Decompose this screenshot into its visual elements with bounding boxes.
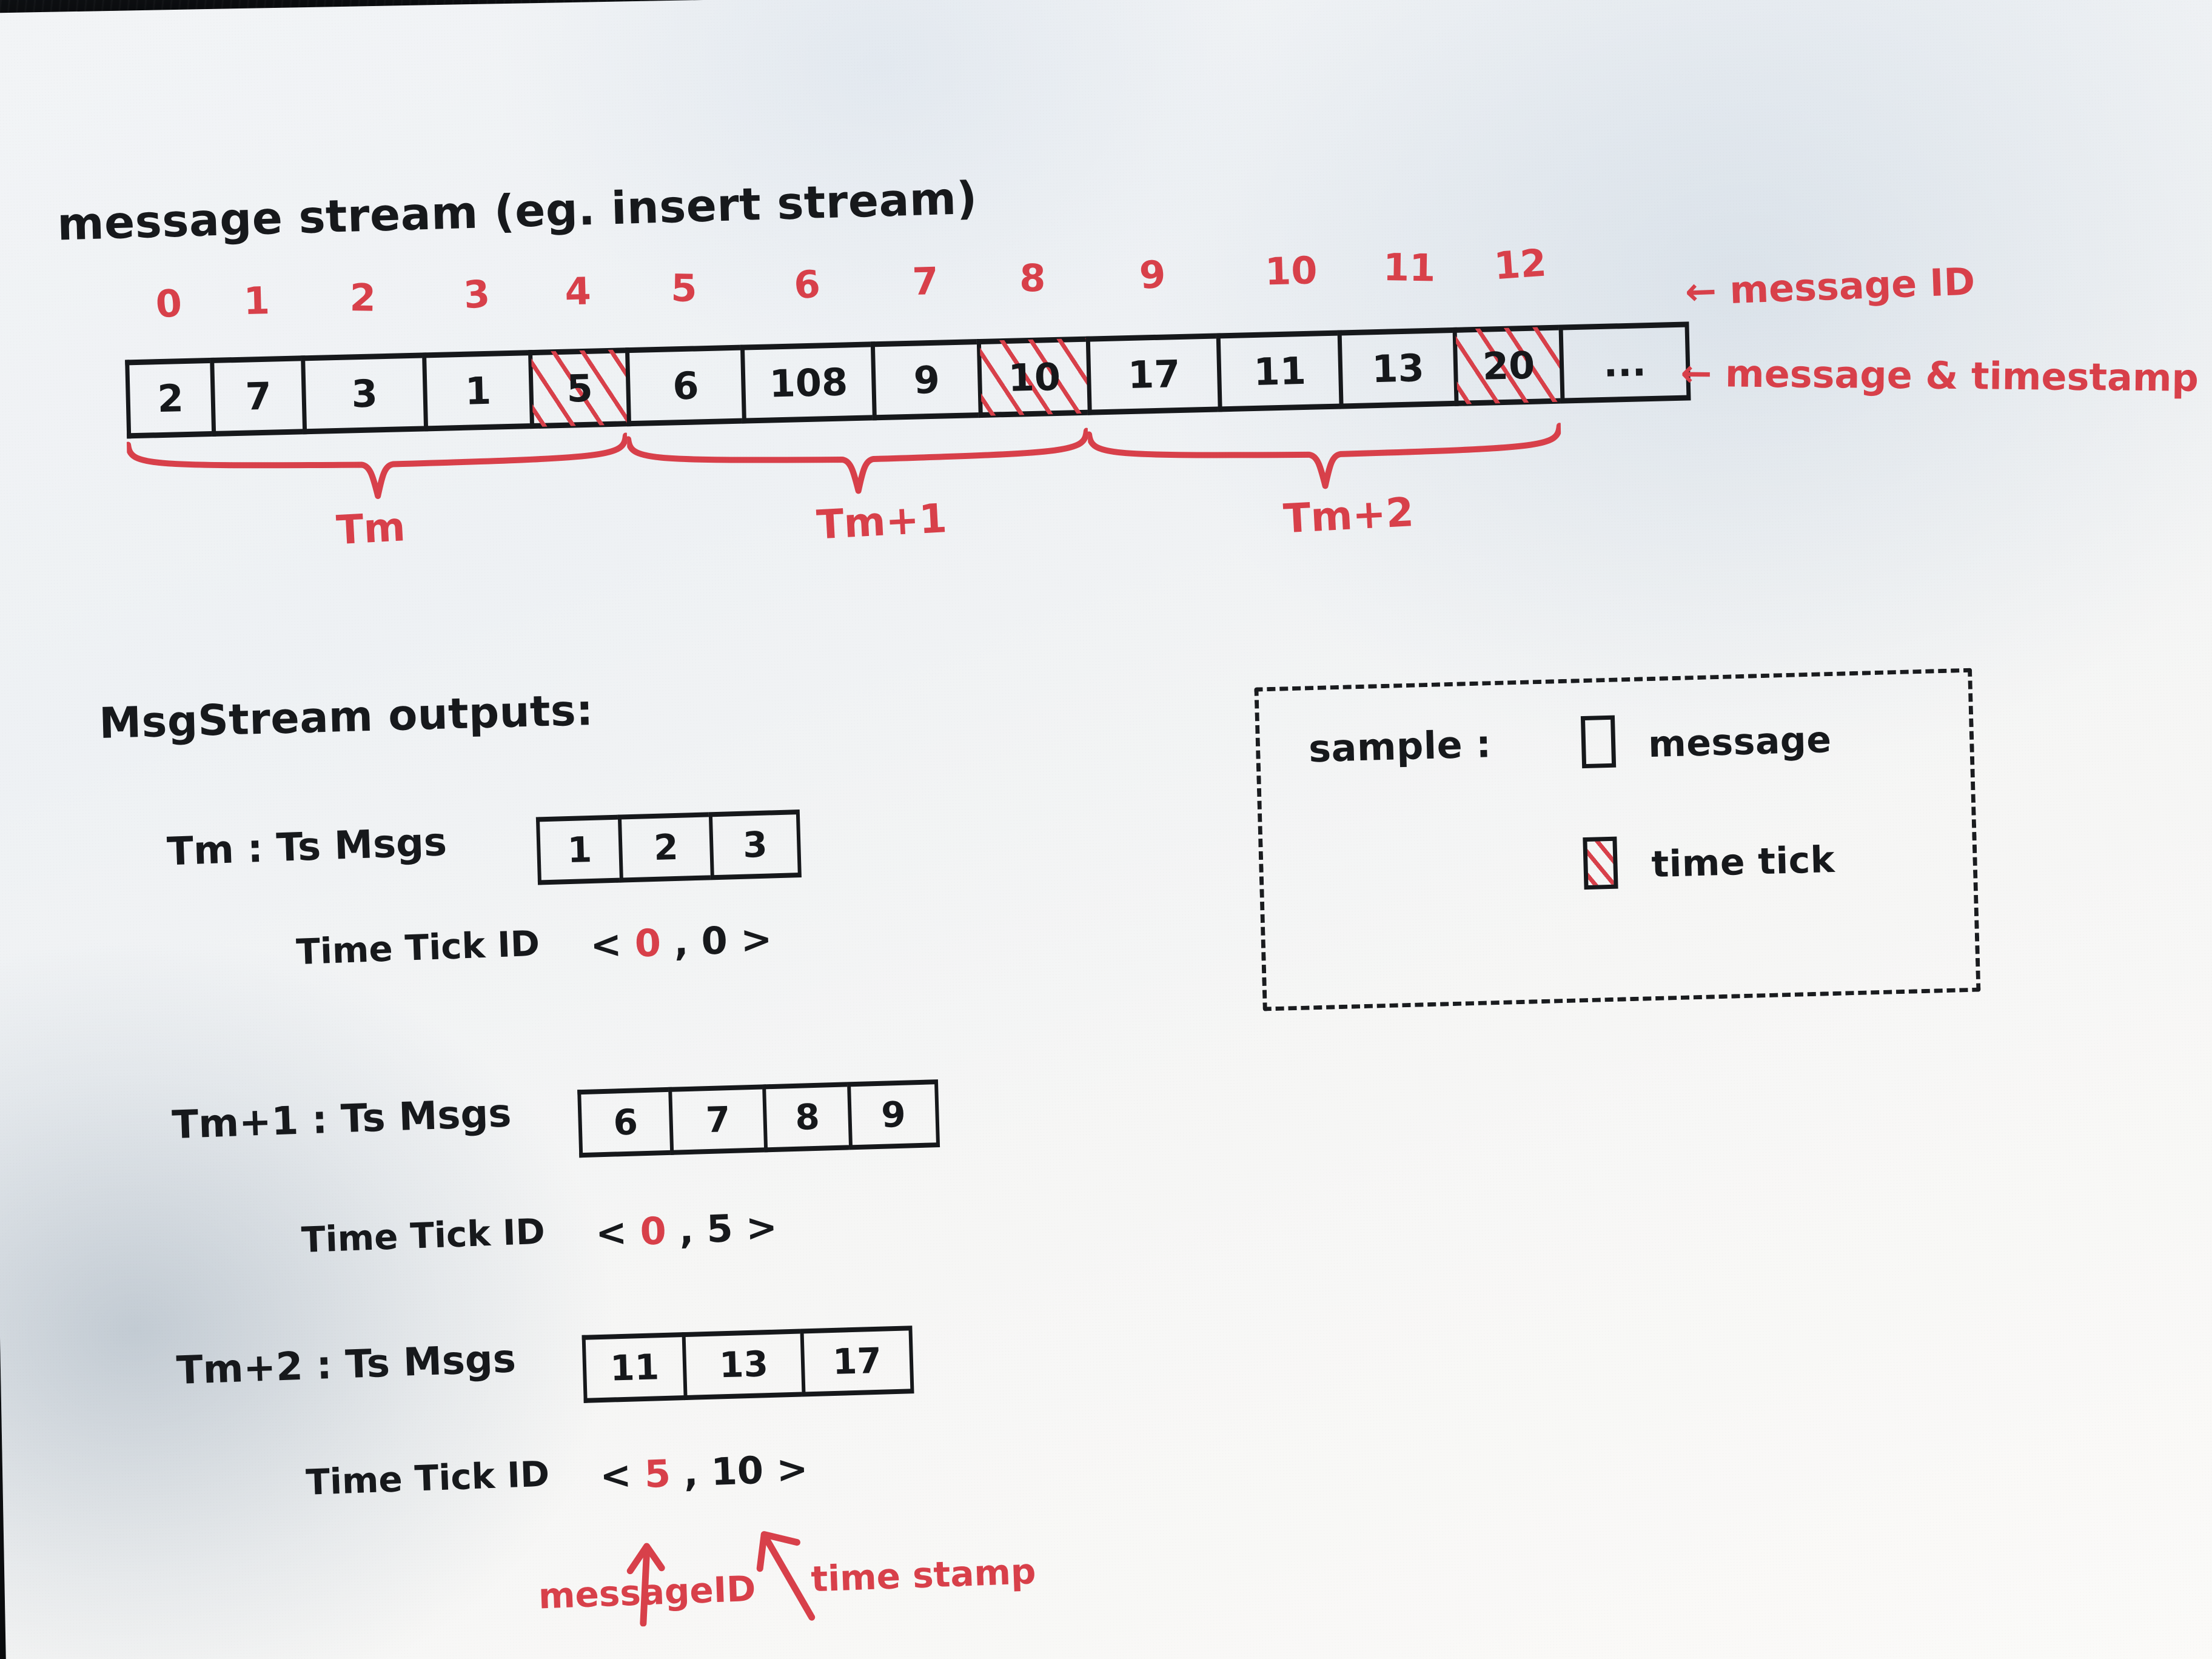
stream-cell-message: 11 — [1216, 330, 1339, 412]
stream-index-label: 2 — [349, 275, 377, 320]
legend-label-message: message — [1647, 719, 1832, 766]
stream-cell-message: 13 — [1337, 327, 1455, 409]
outputs-heading: MsgStream outputs: — [98, 685, 594, 749]
stream-cell-value: 2 — [156, 375, 184, 421]
stream-cell-message: ... — [1558, 321, 1691, 404]
output-msg-cell: 13 — [682, 1329, 802, 1401]
left-arrow-icon: ← — [1684, 268, 1718, 314]
stream-cell-value: 20 — [1482, 343, 1536, 389]
stream-braces: Tm Tm+1 Tm+2 — [0, 0, 2187, 554]
legend-heading: sample : — [1308, 722, 1492, 771]
output-msg-cell: 7 — [668, 1084, 765, 1155]
output-msg-cell: 2 — [617, 812, 711, 883]
stream-cell-value: 7 — [244, 374, 272, 419]
time-tick-id-value: < 0 , 0 > — [589, 916, 773, 968]
stream-index-row: 0 1 2 3 4 5 6 7 8 9 10 11 12 — [0, 0, 2187, 326]
stream-cell-message: 9 — [870, 339, 979, 421]
stream-index-label: 5 — [670, 266, 698, 311]
annotation-message-id: ← message ID — [1684, 259, 1976, 314]
stream-cell-value: 3 — [350, 370, 378, 416]
time-tick-id-label: Time Tick ID — [305, 1453, 551, 1503]
stream-brace — [1087, 421, 1562, 496]
stream-index-label: 12 — [1492, 240, 1548, 289]
output-msg-cell: 17 — [800, 1326, 914, 1397]
stream-brace-label: Tm — [335, 503, 406, 554]
stream-cell-value: 9 — [913, 357, 940, 403]
output-msgs-box: 11 13 17 — [581, 1326, 914, 1403]
stream-cell-value: 6 — [672, 363, 700, 408]
stream-brace-label: Tm+2 — [1282, 488, 1415, 543]
stream-index-label: 9 — [1138, 252, 1167, 298]
output-msg-cell: 6 — [577, 1087, 671, 1158]
stream-cell-timetick: 20 — [1452, 324, 1561, 406]
stream-cell-timetick: 5 — [528, 347, 628, 429]
page-title: message stream (eg. insert stream) — [56, 172, 978, 251]
output-msg-cell: 9 — [846, 1079, 940, 1150]
stream-cell-message: 3 — [301, 352, 424, 435]
annotation-message-timestamp: ← message & timestamp — [1680, 350, 2199, 400]
output-msg-cell: 1 — [535, 814, 620, 885]
stream-cell-value: 10 — [1007, 354, 1061, 400]
legend-box: sample : message time tick — [1254, 668, 1981, 1011]
stream-index-label: 11 — [1382, 245, 1436, 290]
callout-message-id-label: messageID — [537, 1567, 757, 1617]
time-tick-id-value: < 5 , 10 > — [599, 1446, 809, 1498]
stream-index-label: 8 — [1019, 255, 1047, 301]
left-arrow-icon: ← — [1680, 350, 1712, 396]
stream-index-label: 7 — [911, 258, 939, 304]
stream-cell-timetick: 10 — [976, 336, 1088, 418]
time-tick-id-value: < 0 , 5 > — [594, 1204, 779, 1256]
stream-cell-message: 17 — [1085, 333, 1218, 415]
stream-index-label: 6 — [792, 261, 822, 308]
output-msg-cell: 11 — [581, 1332, 684, 1403]
stream-index-label: 10 — [1264, 248, 1318, 294]
stream-brace — [126, 431, 628, 506]
legend-swatch-message-icon — [1580, 715, 1617, 769]
outputs-groups: Tm : Ts Msgs 1 2 3 Time Tick ID < 0 , 0 > Tm+1… — [0, 0, 2187, 1503]
time-tick-id-label: Time Tick ID — [300, 1210, 546, 1261]
stream-cell-value: 1 — [464, 368, 492, 414]
output-group-label: Tm+1 : Ts Msgs — [171, 1091, 512, 1148]
stream-cell-value: 108 — [768, 359, 848, 406]
stream-cell-value: 13 — [1371, 345, 1425, 391]
output-group-label: Tm+2 : Ts Msgs — [175, 1336, 517, 1394]
stream-cell-message: 2 — [125, 358, 212, 439]
legend-label-timetick: time tick — [1651, 838, 1835, 886]
output-msg-cell: 3 — [708, 809, 802, 880]
stream-index-label: 0 — [154, 280, 184, 327]
arrow-up-timestamp-icon — [756, 1531, 816, 1621]
callout-timestamp-label: time stamp — [810, 1550, 1037, 1600]
stream-index-label: 3 — [461, 271, 491, 318]
stream-cell-message: 1 — [421, 350, 531, 432]
stream-cell-value: 11 — [1253, 348, 1307, 394]
stream-cell-value: 17 — [1127, 351, 1181, 397]
legend-swatch-timetick-icon — [1583, 836, 1618, 890]
message-stream-strip: 2 7 3 1 5 6 108 9 10 17 11 13 20... — [125, 321, 1691, 439]
stream-index-label: 1 — [243, 278, 270, 324]
arrow-up-message-id-icon — [626, 1543, 665, 1627]
stream-brace — [626, 426, 1089, 501]
stream-cell-message: 6 — [625, 344, 743, 427]
stream-cell-message: 108 — [740, 341, 873, 424]
stream-index-label: 4 — [564, 269, 592, 314]
stream-cell-value: ... — [1603, 340, 1647, 386]
stream-cell-message: 7 — [210, 355, 303, 437]
output-msg-cell: 8 — [762, 1082, 850, 1153]
stream-brace-label: Tm+1 — [815, 495, 948, 549]
time-tick-id-label: Time Tick ID — [295, 922, 541, 973]
stream-cell-value: 5 — [566, 366, 594, 411]
output-group-label: Tm : Ts Msgs — [166, 819, 448, 875]
